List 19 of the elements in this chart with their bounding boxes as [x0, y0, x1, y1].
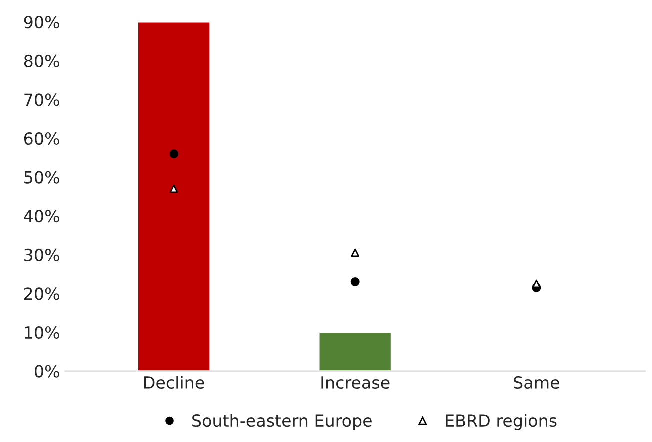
legend-label: EBRD regions	[446, 414, 557, 430]
y-tick-label: 20%	[24, 288, 60, 300]
y-tick-label: 70%	[24, 94, 60, 106]
x-tick-label: Decline	[144, 376, 204, 390]
y-tick-label: 40%	[24, 210, 60, 223]
point	[351, 248, 360, 258]
y-tick-label: 10%	[25, 326, 60, 340]
point	[350, 278, 360, 287]
y-tick-label: 90%	[24, 16, 60, 29]
y-tick-label: 80%	[24, 54, 60, 68]
y-tick-label: 60%	[24, 132, 60, 146]
y-tick-label: 30%	[24, 248, 60, 262]
point	[170, 184, 178, 194]
x-tick-label: Increase	[322, 376, 390, 390]
x-tick-label: Same	[514, 376, 560, 390]
legend-label: South-eastern Europe	[192, 414, 372, 430]
y-tick-label: 50%	[24, 171, 60, 184]
point	[170, 150, 178, 159]
y-tick-label: 0%	[35, 365, 60, 378]
